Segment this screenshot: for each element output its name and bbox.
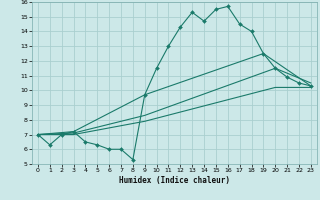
X-axis label: Humidex (Indice chaleur): Humidex (Indice chaleur) [119,176,230,185]
